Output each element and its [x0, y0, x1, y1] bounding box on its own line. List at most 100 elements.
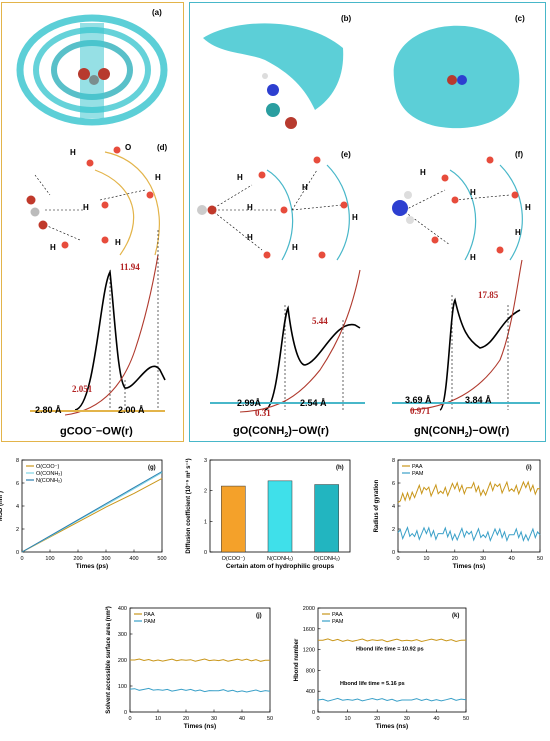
cn-curve-f	[409, 259, 523, 411]
atom-h: H	[247, 203, 253, 212]
cn-label-e-1: 5.44	[312, 316, 328, 326]
atom-h: H	[50, 243, 56, 252]
hbond-lifetime-pam: Hbond life time = 5.16 ps	[340, 681, 405, 687]
x-tick-label: 200	[73, 556, 82, 562]
y-tick-label: 0	[124, 710, 127, 716]
y-axis-label: MSD (nm²)	[0, 491, 4, 521]
cn-label-f-1: 17.85	[478, 290, 499, 300]
isosurface-b	[203, 23, 344, 129]
x-tick-label: N(CONH₂)	[267, 556, 293, 562]
x-tick-label: 40	[239, 716, 245, 722]
series-line-i-0	[397, 480, 541, 503]
series-line-j-1	[129, 687, 271, 693]
hbond-lifetime-paa: Hbond life time = 10.92 ps	[356, 647, 424, 653]
axes-frame-k	[317, 607, 467, 713]
y-tick-label: 400	[118, 606, 127, 612]
panel-letter-e: (e)	[341, 150, 351, 159]
atom-h: H	[420, 168, 426, 177]
series-line-g-0	[21, 477, 163, 553]
legend-label-k-1: PAM	[332, 619, 344, 625]
x-tick-label: 40	[433, 716, 439, 722]
distance-e-1: 2.99Å	[237, 398, 262, 408]
y-tick-label: 3	[204, 458, 207, 464]
legend-label-i-1: PAM	[412, 471, 424, 477]
panel-letter-d: (d)	[157, 143, 168, 152]
rdf-curves	[30, 230, 540, 416]
series-line-g-2	[21, 471, 163, 553]
y-tick-label: 0	[312, 710, 315, 716]
x-tick-label: 10	[423, 556, 429, 562]
atom-h: H	[70, 148, 76, 157]
y-tick-label: 100	[118, 684, 127, 690]
x-tick-label: 400	[129, 556, 138, 562]
y-tick-label: 800	[306, 668, 315, 674]
x-tick-label: 40	[509, 556, 515, 562]
series-line-j-0	[130, 658, 270, 662]
x-tick-label: 0	[396, 556, 399, 562]
bar-1	[267, 480, 293, 553]
y-axis-label: Diffusion coefficient (10⁻⁹ m² s⁻¹)	[185, 458, 192, 553]
rdf-title-e: gO(CONH2)−OW(r)	[233, 425, 329, 440]
y-tick-label: 300	[118, 632, 127, 638]
y-tick-label: 1	[204, 519, 207, 525]
series-line-k-1	[317, 697, 467, 702]
panel-letter-g: (g)	[148, 465, 156, 471]
x-tick-label: 10	[155, 716, 161, 722]
x-tick-label: 50	[267, 716, 273, 722]
rdf-title-f: gN(CONH2)−OW(r)	[414, 425, 510, 440]
y-axis-label: Radius of gyration	[374, 479, 380, 532]
panel-letter-f: (f)	[515, 150, 523, 159]
y-tick-label: 0	[392, 550, 395, 556]
x-tick-label: O(COO⁻)	[222, 556, 246, 562]
distance-d-1: 2.80 Å	[35, 405, 62, 415]
rdf-curve-f	[439, 297, 521, 411]
x-axis-label: Certain atom of hydrophilic groups	[226, 563, 335, 570]
distance-f-2: 3.84 Å	[465, 395, 492, 405]
hbond-structure-d: H O H H H H	[26, 143, 161, 256]
x-tick-label: 500	[157, 556, 166, 562]
y-tick-label: 4	[16, 504, 19, 510]
atom-h: H	[470, 188, 476, 197]
x-tick-label: 10	[345, 716, 351, 722]
x-tick-label: 20	[374, 716, 380, 722]
atom-h: H	[302, 183, 308, 192]
bar-2	[314, 484, 339, 553]
legend-label-j-1: PAM	[144, 619, 156, 625]
x-axis-label: Times (ns)	[376, 723, 408, 730]
panel-letter-a: (a)	[152, 8, 162, 17]
legend-label-g-0: O(COO⁻)	[36, 464, 60, 470]
panel-letter-k: (k)	[452, 613, 459, 619]
cn-label-d-2: 2.051	[72, 384, 93, 394]
x-tick-label: 0	[316, 716, 319, 722]
x-axis-label: Times (ns)	[184, 723, 216, 730]
panel-letter-b: (b)	[341, 14, 352, 23]
legend-label-i-0: PAA	[412, 464, 423, 470]
isosurface-c	[393, 25, 520, 129]
x-tick-label: 0	[20, 556, 23, 562]
panel-frame-left	[1, 2, 184, 442]
isosurface-a	[16, 14, 168, 126]
x-axis-label: Times (ns)	[453, 563, 485, 570]
atom-h: H	[470, 253, 476, 262]
panel-letter-i: (i)	[526, 465, 532, 471]
x-tick-label: 50	[537, 556, 543, 562]
x-tick-label: 300	[101, 556, 110, 562]
atom-h: H	[352, 213, 358, 222]
distance-e-2: 2.54 Å	[300, 398, 327, 408]
atom-h: H	[292, 243, 298, 252]
distance-d-2: 2.00 Å	[118, 405, 145, 415]
series-line-k-0	[318, 638, 467, 643]
cn-label-f-2: 0.971	[410, 406, 431, 416]
y-tick-label: 1200	[303, 648, 315, 654]
x-tick-label: O(CONH₂)	[314, 556, 340, 562]
y-tick-label: 0	[204, 550, 207, 556]
y-tick-label: 8	[16, 458, 19, 464]
atom-h: H	[155, 173, 161, 182]
y-tick-label: 6	[16, 481, 19, 487]
x-tick-label: 0	[128, 716, 131, 722]
legend-label-j-0: PAA	[144, 612, 155, 618]
y-axis-label: Solvent accessible surface area (nm²)	[105, 606, 112, 713]
y-tick-label: 0	[16, 550, 19, 556]
y-tick-label: 200	[118, 658, 127, 664]
